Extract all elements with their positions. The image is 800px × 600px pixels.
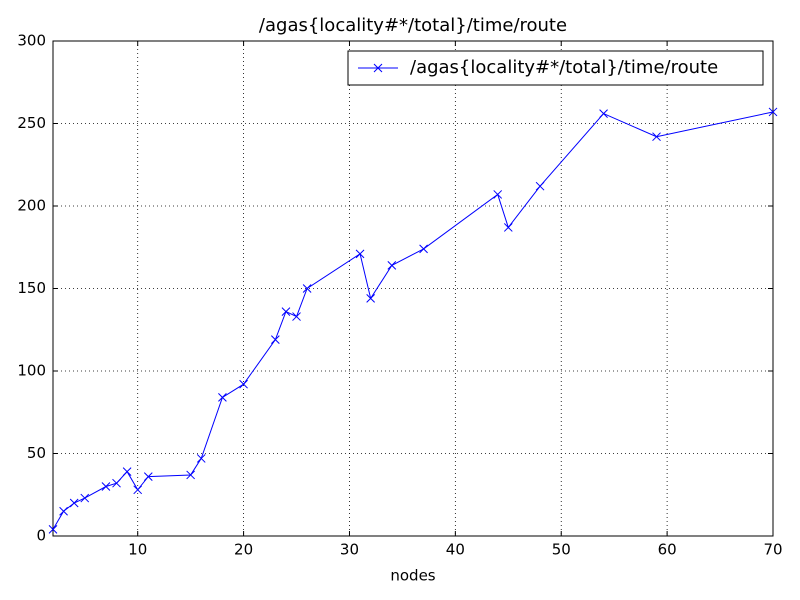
data-marker (218, 393, 227, 402)
data-marker (366, 294, 376, 303)
data-marker (59, 506, 68, 516)
data-marker (652, 132, 661, 142)
x-tick-label: 50 (552, 541, 571, 559)
y-tick-label: 200 (17, 197, 46, 215)
data-marker (122, 467, 132, 477)
x-tick-label: 20 (234, 541, 253, 559)
data-marker (503, 223, 513, 232)
y-tick-label: 250 (17, 114, 46, 132)
legend-label: /agas{locality#*/total}/time/route (410, 57, 718, 78)
y-tick-label: 300 (17, 32, 46, 50)
data-marker (101, 482, 111, 491)
y-tick-label: 50 (27, 444, 46, 462)
data-marker (143, 472, 153, 481)
data-marker (69, 498, 79, 508)
x-tick-label: 40 (446, 541, 465, 559)
data-marker (599, 109, 608, 118)
plot-frame (52, 40, 774, 537)
x-tick-label: 10 (128, 541, 147, 559)
data-marker (270, 335, 280, 345)
y-tick-label: 100 (17, 362, 46, 380)
x-tick-label: 60 (658, 541, 677, 559)
data-marker (186, 470, 196, 480)
data-marker (112, 478, 121, 488)
data-marker (302, 284, 312, 293)
data-marker (48, 525, 58, 534)
data-marker (196, 454, 206, 463)
data-marker (387, 261, 397, 270)
data-marker (239, 379, 248, 389)
data-marker (493, 190, 503, 199)
data-marker (281, 307, 291, 316)
x-tick-label: 70 (763, 541, 782, 559)
x-tick-label: 30 (340, 541, 359, 559)
data-marker (292, 312, 301, 321)
chart-title: /agas{locality#*/total}/time/route (259, 15, 567, 36)
y-tick-label: 0 (36, 527, 46, 545)
data-marker (80, 493, 90, 503)
data-marker (355, 249, 365, 259)
legend-box (347, 50, 764, 86)
data-marker (133, 485, 143, 495)
y-tick-label: 150 (17, 279, 46, 297)
data-marker (768, 107, 778, 117)
data-marker (419, 244, 428, 254)
data-marker (535, 181, 545, 191)
x-axis-label: nodes (390, 567, 435, 585)
legend-marker (373, 63, 383, 73)
